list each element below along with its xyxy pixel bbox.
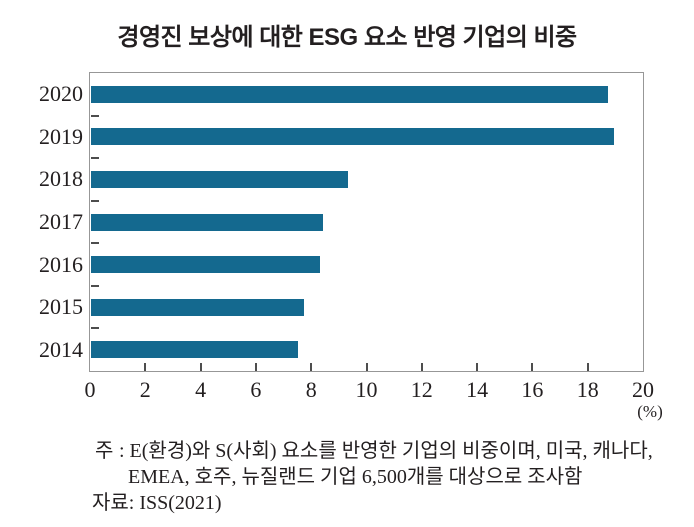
data-bar-2019 (91, 128, 614, 146)
x-axis-tick-label: 8 (305, 377, 317, 402)
x-axis-tick-label: 0 (84, 377, 96, 402)
x-axis-tick (144, 363, 147, 371)
y-axis-tick (91, 327, 99, 330)
y-axis-label-2017: 2017 (39, 209, 83, 234)
footnote-line-1: : E(환경)와 S(사회) 요소를 반영한 기업의 비중이며, 미국, 캐나다… (119, 440, 653, 462)
y-axis-label-2020: 2020 (39, 81, 83, 107)
y-axis-label-2015: 2015 (39, 294, 83, 320)
chart-title: 경영진 보상에 대한 ESG 요소 반영 기업의 비중 (117, 24, 577, 51)
y-axis-tick (91, 114, 99, 117)
x-axis-tick (310, 363, 313, 371)
y-axis-tick (91, 284, 99, 287)
data-bar-2017 (91, 213, 324, 231)
x-axis-tick (531, 363, 534, 371)
data-bar-2016 (91, 256, 321, 274)
x-axis-tick-label: 6 (250, 377, 262, 402)
x-axis-tick (586, 363, 589, 371)
x-axis-tick-label: 12 (410, 377, 433, 402)
footnote-line-2: EMEA, 호주, 뉴질랜드 기업 6,500개를 대상으로 조사함 (128, 466, 583, 488)
x-axis-tick-label: 4 (195, 377, 207, 402)
data-bar-2020 (91, 85, 609, 103)
y-axis-label-2016: 2016 (39, 251, 83, 277)
y-axis-label-2019: 2019 (39, 123, 83, 149)
x-axis-unit-label: (%) (637, 402, 663, 421)
y-axis-tick (91, 199, 99, 202)
x-axis-tick-label: 20 (632, 377, 654, 402)
footnote-label: 주 (95, 440, 114, 462)
x-axis-tick-label: 2 (139, 377, 151, 402)
x-axis-tick-label: 18 (576, 377, 599, 402)
y-axis-label-2018: 2018 (39, 166, 83, 192)
x-axis-tick (254, 363, 257, 371)
y-axis-tick (91, 157, 99, 160)
x-axis-tick (365, 363, 368, 371)
x-axis-tick (420, 363, 423, 371)
x-axis-tick-label: 10 (355, 377, 378, 402)
y-axis-tick (91, 242, 99, 245)
x-axis-tick (199, 363, 202, 371)
data-bar-2015 (91, 298, 304, 316)
x-axis-tick (476, 363, 479, 371)
x-axis-tick-label: 16 (521, 377, 544, 402)
data-bar-2018 (91, 170, 349, 188)
source-note: 자료: ISS(2021) (92, 492, 222, 514)
bar-chart: (%) 2020 2019 2018 2017 2016 2015 2014 0 2 4 6 8 10 1… (39, 72, 663, 421)
y-axis-label-2014: 2014 (39, 336, 83, 362)
data-bar-2014 (91, 341, 299, 359)
x-axis-tick-label: 14 (466, 377, 489, 402)
